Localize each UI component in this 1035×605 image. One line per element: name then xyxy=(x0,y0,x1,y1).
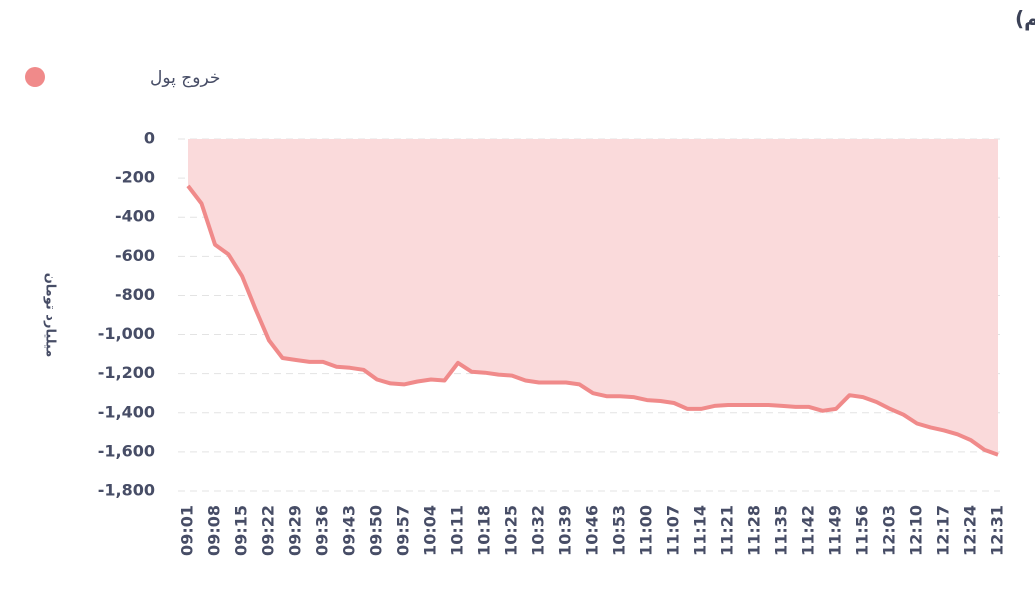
x-tick-label: 09:22 xyxy=(259,505,278,556)
x-tick-label: 09:15 xyxy=(232,505,251,556)
y-tick-label: -1,600 xyxy=(98,441,155,460)
x-tick-label: 10:32 xyxy=(529,505,548,556)
y-tick-label: -600 xyxy=(115,246,155,265)
x-tick-label: 12:17 xyxy=(934,505,953,556)
line xyxy=(186,184,999,457)
area xyxy=(188,139,998,455)
x-tick-label: 11:21 xyxy=(718,505,737,556)
x-tick-label: 09:57 xyxy=(394,505,413,556)
x-tick-label: 09:01 xyxy=(178,505,197,556)
x-tick-label: 12:31 xyxy=(988,505,1007,556)
x-tick-label: 09:36 xyxy=(313,505,332,556)
y-tick-label: -1,000 xyxy=(98,324,155,343)
x-tick-label: 10:53 xyxy=(610,505,629,556)
x-tick-label: 09:43 xyxy=(340,505,359,556)
x-tick-label: 11:14 xyxy=(691,505,710,556)
y-tick-label: 0 xyxy=(144,129,155,148)
x-tick-label: 11:00 xyxy=(637,505,656,556)
x-tick-label: 12:03 xyxy=(880,505,899,556)
y-tick-label: -1,200 xyxy=(98,363,155,382)
x-tick-label: 11:28 xyxy=(745,505,764,556)
x-tick-label: 09:08 xyxy=(205,505,224,556)
x-tick-label: 10:39 xyxy=(556,505,575,556)
x-tick-label: 09:50 xyxy=(367,505,386,556)
legend-marker xyxy=(25,67,45,87)
y-tick-label: -800 xyxy=(115,285,155,304)
x-tick-label: 09:29 xyxy=(286,505,305,556)
x-tick-label: 11:56 xyxy=(853,505,872,556)
x-tick-label: 11:07 xyxy=(664,505,683,556)
chart-title: روند تغییر مالکیت حقیقی (سهام و حق تقدم) xyxy=(1015,7,1035,31)
x-tick-label: 10:04 xyxy=(421,505,440,556)
x-tick-label: 12:10 xyxy=(907,505,926,556)
y-axis-label: میلیارد تومان xyxy=(43,273,58,358)
x-tick-label: 11:35 xyxy=(772,505,791,556)
x-tick-label: 10:25 xyxy=(502,505,521,556)
legend-label[interactable]: خروج پول xyxy=(150,68,220,88)
x-tick-label: 11:49 xyxy=(826,505,845,556)
x-tick-label: 10:18 xyxy=(475,505,494,556)
x-tick-label: 12:24 xyxy=(961,505,980,556)
y-tick-label: -1,800 xyxy=(98,481,155,500)
x-tick-label: 10:11 xyxy=(448,505,467,556)
y-tick-label: -1,400 xyxy=(98,402,155,421)
y-tick-label: -400 xyxy=(115,207,155,226)
x-tick-label: 11:42 xyxy=(799,505,818,556)
x-tick-label: 10:46 xyxy=(583,505,602,556)
y-tick-label: -200 xyxy=(115,168,155,187)
